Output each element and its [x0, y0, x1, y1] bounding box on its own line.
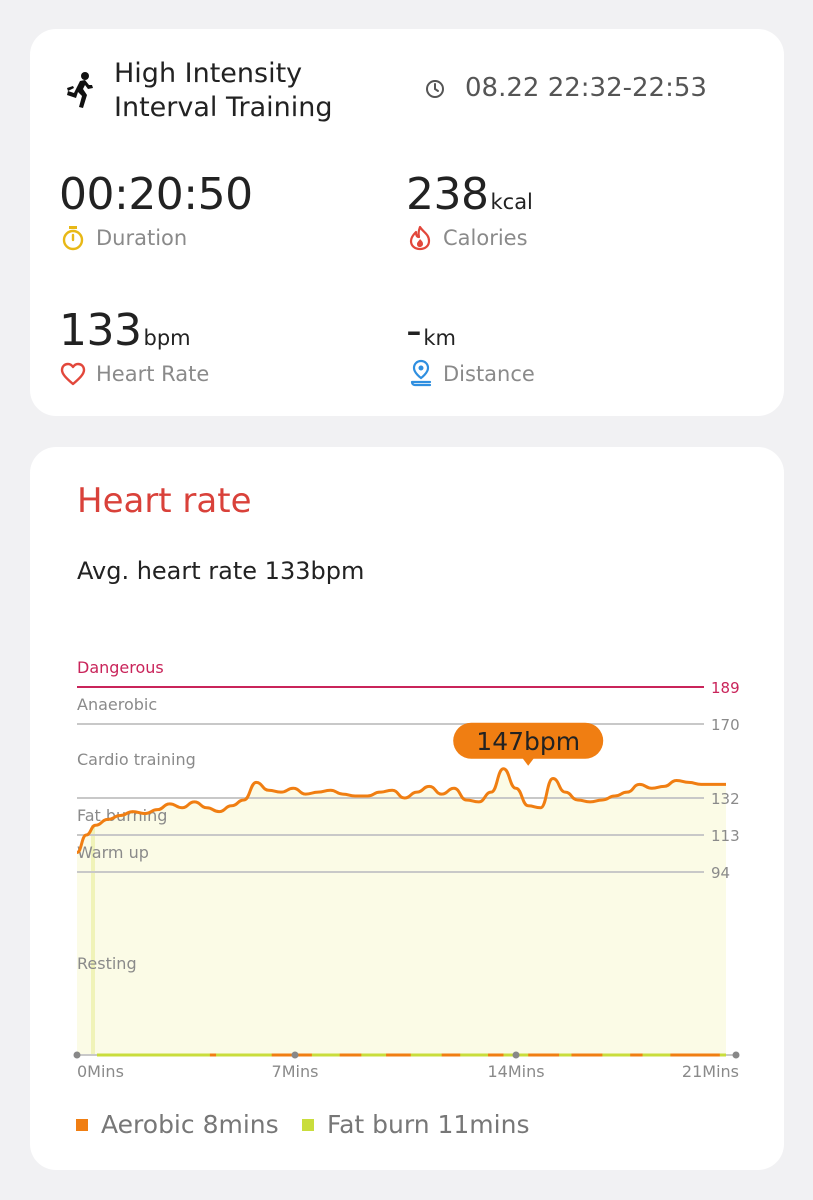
zone-threshold-warm-up: 94 — [711, 864, 730, 882]
heart-rate-metric: 133 bpm — [59, 305, 191, 356]
heart-rate-title: Heart rate — [77, 481, 252, 521]
heart-rate-line — [76, 767, 726, 855]
peak-bubble-pointer — [522, 757, 535, 766]
flame-icon — [409, 225, 431, 255]
distance-value: - — [406, 305, 422, 356]
zone-threshold-cardio-training: 132 — [711, 790, 740, 808]
distance-label: Distance — [443, 362, 535, 386]
x-tick-dot — [291, 1051, 299, 1059]
workout-time-range: 08.22 22:32-22:53 — [465, 73, 707, 103]
heart-icon — [60, 362, 86, 390]
peak-bubble — [453, 722, 604, 759]
calories-metric: 238 kcal — [406, 169, 533, 220]
legend-aerobic: Aerobic 8mins — [76, 1110, 279, 1139]
calories-unit: kcal — [490, 190, 533, 214]
legend-fat-burn-swatch — [302, 1118, 314, 1131]
zone-threshold-fat-burning: 113 — [711, 827, 740, 845]
heart-rate-area — [77, 768, 726, 1055]
duration-metric: 00:20:50 — [59, 169, 253, 220]
zone-label-resting: Resting — [77, 954, 137, 973]
heart-rate-label: Heart Rate — [96, 362, 210, 386]
zone-threshold-dangerous: 189 — [711, 679, 740, 697]
distance-metric: - km — [406, 305, 456, 356]
x-tick-label: 14Mins — [487, 1062, 544, 1081]
heart-rate-chart: 189 Dangerous 170 Anaerobic 132 Cardio traini… — [73, 658, 740, 1081]
heart-rate-value: 133 — [59, 305, 142, 356]
legend-aerobic-swatch — [76, 1118, 88, 1131]
distance-unit: km — [423, 326, 457, 350]
x-tick-label: 7Mins — [272, 1062, 319, 1081]
heart-rate-card: Heart rate Avg. heart rate 133bpm 189 Dan… — [30, 447, 784, 1170]
average-heart-rate: Avg. heart rate 133bpm — [77, 557, 365, 585]
duration-label: Duration — [96, 226, 188, 250]
x-tick-label: 21Mins — [682, 1062, 739, 1081]
x-tick-dot — [732, 1051, 740, 1059]
workout-title-line1: High Intensity — [114, 58, 303, 89]
legend-fat-burn-label: Fat burn 11mins — [327, 1110, 530, 1139]
zone-label-warm-up: Warm up — [77, 843, 149, 862]
zone-label-dangerous: Dangerous — [77, 658, 164, 677]
peak-label: 147bpm — [476, 727, 580, 756]
route-pin-icon — [409, 359, 433, 391]
zone-label-cardio-training: Cardio training — [77, 750, 196, 769]
heart-rate-unit: bpm — [143, 326, 191, 350]
workout-summary-card: High Intensity Interval Training 08.22 2… — [30, 29, 784, 416]
zone-label-anaerobic: Anaerobic — [77, 695, 157, 714]
workout-title-line2: Interval Training — [114, 92, 333, 123]
x-tick-label: 0Mins — [77, 1062, 124, 1081]
peak-tooltip: 147bpm — [453, 722, 604, 766]
calories-value: 238 — [406, 169, 489, 220]
zone-threshold-anaerobic: 170 — [711, 716, 740, 734]
duration-value: 00:20:50 — [59, 169, 253, 220]
x-tick-dot — [73, 1051, 81, 1059]
clock-icon — [425, 79, 445, 103]
calories-label: Calories — [443, 226, 528, 250]
stopwatch-icon — [61, 225, 85, 255]
running-figure-icon — [64, 71, 94, 113]
legend-fat-burn: Fat burn 11mins — [302, 1110, 529, 1139]
legend-aerobic-label: Aerobic 8mins — [101, 1110, 279, 1139]
x-tick-dot — [512, 1051, 520, 1059]
